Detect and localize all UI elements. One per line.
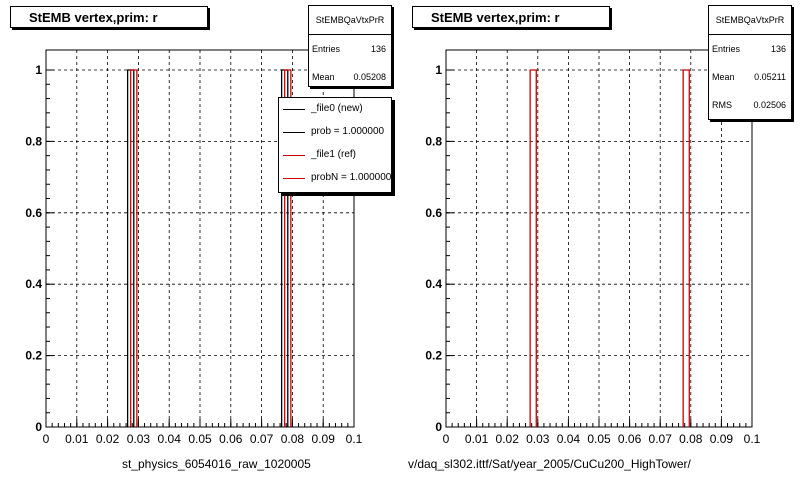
- right-footer-label: v/daq_sl302.ittf/Sat/year_2005/CuCu200_H…: [408, 457, 691, 471]
- right-stats-entries-label: Entries: [712, 44, 741, 54]
- legend-entry: probN = 1.000000: [279, 167, 391, 190]
- right-stats-mean-label: Mean: [712, 72, 735, 82]
- histogram-bin: [130, 69, 138, 427]
- legend-label: prob = 1.000000: [311, 126, 385, 137]
- right-title-text: StEMB vertex,prim: r: [431, 10, 560, 25]
- x-tick-label: 0.04: [557, 432, 581, 446]
- x-tick-label: 0.05: [188, 432, 212, 446]
- x-tick-label: 0.03: [127, 432, 151, 446]
- y-tick-label: 0.4: [25, 277, 42, 291]
- legend-swatch: [283, 109, 305, 110]
- left-stats-mean-value: 0.05208: [353, 72, 386, 82]
- y-tick-label: 0.2: [425, 349, 442, 363]
- x-tick-label: 0.02: [496, 432, 520, 446]
- x-tick-label: 0.06: [219, 432, 243, 446]
- legend-entry: _file1 (ref): [279, 144, 391, 167]
- x-tick-label: 0: [443, 432, 450, 446]
- right-histogram-title: StEMB vertex,prim: r: [412, 6, 610, 28]
- x-tick-label: 0.1: [744, 432, 761, 446]
- histogram-bin: [529, 69, 537, 427]
- left-stats-mean-label: Mean: [312, 72, 335, 82]
- x-tick-label: 0: [43, 432, 50, 446]
- left-stats-entries-value: 136: [370, 44, 386, 54]
- y-tick-label: 0.8: [25, 134, 42, 148]
- left-histogram-title: StEMB vertex,prim: r: [10, 6, 208, 28]
- right-stats-entries-value: 136: [770, 44, 786, 54]
- x-tick-label: 0.08: [679, 432, 703, 446]
- legend-entry: prob = 1.000000: [279, 121, 391, 144]
- right-stats-header: StEMBQaVtxPrR: [709, 6, 791, 35]
- x-tick-label: 0.03: [526, 432, 550, 446]
- x-tick-label: 0.06: [618, 432, 642, 446]
- x-tick-label: 0.09: [312, 432, 336, 446]
- legend-label: probN = 1.000000: [311, 172, 392, 183]
- y-tick-label: 1: [35, 63, 42, 77]
- histogram-bin: [682, 69, 690, 427]
- x-tick-label: 0.07: [649, 432, 673, 446]
- left-footer-label: st_physics_6054016_raw_1020005: [122, 457, 311, 471]
- left-stats-header: StEMBQaVtxPrR: [309, 6, 391, 35]
- legend-swatch: [283, 132, 305, 133]
- y-tick-label: 0: [435, 420, 442, 434]
- x-tick-label: 0.01: [65, 432, 89, 446]
- y-tick-label: 1: [435, 63, 442, 77]
- x-tick-label: 0.09: [710, 432, 734, 446]
- right-stats-box: StEMBQaVtxPrR Entries 136 Mean 0.05211 RMS…: [708, 5, 792, 120]
- right-stats-rms-label: RMS: [712, 100, 732, 110]
- x-tick-label: 0.04: [158, 432, 182, 446]
- legend-swatch: [283, 178, 305, 179]
- legend-label: _file1 (ref): [311, 149, 357, 160]
- left-legend: _file0 (new) prob = 1.000000 _file1 (ref…: [278, 97, 392, 193]
- legend-entry: _file0 (new): [279, 98, 391, 121]
- histogram-bin: [284, 69, 292, 427]
- y-tick-label: 0.8: [425, 134, 442, 148]
- x-tick-label: 0.01: [465, 432, 489, 446]
- legend-swatch: [283, 155, 305, 156]
- right-stats-rms-value: 0.02506: [753, 100, 786, 110]
- x-tick-label: 0.02: [96, 432, 120, 446]
- x-tick-label: 0.08: [281, 432, 305, 446]
- x-tick-label: 0.07: [250, 432, 274, 446]
- right-stats-mean-value: 0.05211: [754, 72, 786, 82]
- y-tick-label: 0: [35, 420, 42, 434]
- left-title-text: StEMB vertex,prim: r: [29, 10, 158, 25]
- y-tick-label: 0.4: [425, 277, 442, 291]
- x-tick-label: 0.05: [587, 432, 611, 446]
- y-tick-label: 0.6: [425, 206, 442, 220]
- left-stats-box: StEMBQaVtxPrR Entries 136 Mean 0.05208: [308, 5, 392, 87]
- x-tick-label: 0.1: [346, 432, 363, 446]
- y-tick-label: 0.2: [25, 349, 42, 363]
- y-tick-label: 0.6: [25, 206, 42, 220]
- left-stats-entries-label: Entries: [312, 44, 341, 54]
- legend-label: _file0 (new): [311, 103, 363, 114]
